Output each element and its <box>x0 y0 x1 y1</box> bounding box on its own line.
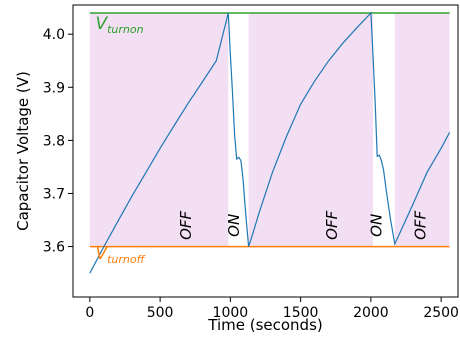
x-tick-label: 500 <box>147 305 174 321</box>
y-tick-label: 3.6 <box>43 240 65 256</box>
phase-label-on: ON <box>367 214 385 237</box>
y-axis-label: Capacitor Voltage (V) <box>14 71 32 231</box>
threshold-label-turnon: Vturnon <box>95 14 143 36</box>
plot-frame <box>72 4 459 298</box>
x-tick-label: 2000 <box>353 305 389 321</box>
phase-label-off: OFF <box>177 210 195 239</box>
x-tick-label: 2500 <box>423 305 459 321</box>
y-tick-label: 4.0 <box>43 27 65 43</box>
off-region-0 <box>89 12 229 247</box>
voltage-line <box>89 11 451 274</box>
shaded-regions <box>89 12 450 247</box>
phase-label-off: OFF <box>412 210 430 239</box>
threshold-lines <box>89 12 450 248</box>
x-tick-label: 1500 <box>283 305 319 321</box>
phase-labels: OFF ON OFF ON OFF <box>177 210 430 239</box>
threshold-labels: Vturnon Vturnoff <box>95 14 145 266</box>
x-axis-label: Time (seconds) <box>207 316 323 334</box>
phase-label-off: OFF <box>323 210 341 239</box>
data-series <box>89 11 451 274</box>
x-tick-label: 0 <box>85 305 94 321</box>
threshold-label-turnoff: Vturnoff <box>95 244 145 266</box>
y-tick-label: 3.7 <box>43 186 65 202</box>
x-tick-label: 1000 <box>213 305 249 321</box>
off-region-2 <box>394 12 450 247</box>
x-axis-ticks: 0 500 1000 1500 2000 2500 <box>85 297 459 321</box>
y-tick-label: 3.9 <box>43 80 65 96</box>
y-tick-label: 3.8 <box>43 133 65 149</box>
off-region-1 <box>248 12 373 247</box>
phase-label-on: ON <box>225 214 243 237</box>
axes <box>72 4 459 298</box>
y-axis-ticks: 3.6 3.7 3.8 3.9 4.0 <box>43 27 73 256</box>
